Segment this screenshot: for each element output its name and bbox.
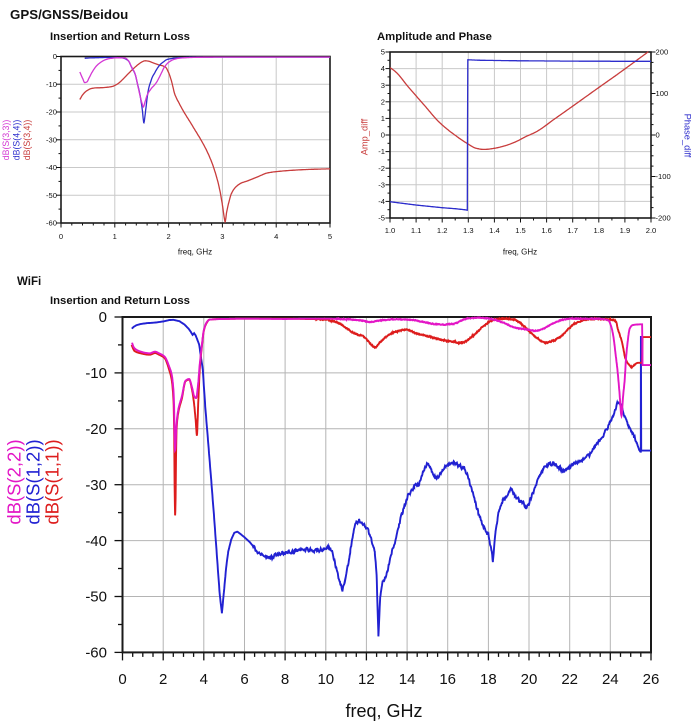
svg-text:20: 20 [521, 671, 538, 688]
svg-text:-60: -60 [46, 219, 57, 228]
svg-text:-20: -20 [46, 108, 57, 117]
svg-text:-30: -30 [85, 477, 107, 494]
svg-text:-4: -4 [378, 197, 385, 206]
svg-text:-20: -20 [85, 421, 107, 438]
svg-text:-1: -1 [378, 147, 385, 156]
svg-text:WiFi: WiFi [17, 276, 41, 288]
svg-text:3: 3 [220, 232, 224, 241]
svg-text:2.0: 2.0 [646, 226, 657, 235]
svg-text:4: 4 [381, 64, 385, 73]
svg-text:dB(S(3,4)): dB(S(3,4)) [22, 120, 32, 161]
svg-text:1.1: 1.1 [411, 226, 422, 235]
svg-text:24: 24 [602, 671, 619, 688]
svg-text:1.6: 1.6 [541, 226, 552, 235]
svg-text:-60: -60 [85, 645, 107, 662]
svg-text:Amplitude and Phase: Amplitude and Phase [377, 31, 492, 43]
svg-text:200: 200 [656, 48, 669, 57]
svg-text:10: 10 [317, 671, 334, 688]
svg-text:0: 0 [656, 131, 660, 140]
svg-text:dB(S(1,2)): dB(S(1,2)) [23, 439, 44, 524]
svg-text:-5: -5 [378, 214, 385, 223]
svg-text:1: 1 [113, 232, 117, 241]
svg-text:dB(S(3,3)): dB(S(3,3)) [1, 120, 11, 161]
svg-text:GPS/GNSS/Beidou: GPS/GNSS/Beidou [10, 7, 128, 22]
svg-text:1.4: 1.4 [489, 226, 500, 235]
svg-text:-50: -50 [46, 191, 57, 200]
svg-text:0: 0 [118, 671, 126, 688]
svg-text:-40: -40 [85, 533, 107, 550]
svg-text:-3: -3 [378, 180, 385, 189]
svg-text:16: 16 [439, 671, 456, 688]
svg-text:6: 6 [240, 671, 248, 688]
svg-text:5: 5 [381, 48, 385, 57]
svg-text:freq, GHz: freq, GHz [345, 701, 422, 721]
svg-text:dB(S(2,2)): dB(S(2,2)) [4, 439, 25, 524]
svg-text:1.8: 1.8 [594, 226, 605, 235]
svg-text:26: 26 [643, 671, 660, 688]
svg-text:dB(S(4,4)): dB(S(4,4)) [12, 120, 22, 161]
svg-text:1.0: 1.0 [385, 226, 396, 235]
svg-text:4: 4 [274, 232, 278, 241]
svg-text:-100: -100 [656, 172, 671, 181]
svg-text:2: 2 [159, 671, 167, 688]
svg-text:Insertion and Return Loss: Insertion and Return Loss [50, 295, 190, 307]
svg-text:4: 4 [200, 671, 208, 688]
svg-text:1: 1 [381, 114, 385, 123]
svg-text:-30: -30 [46, 135, 57, 144]
svg-text:-2: -2 [378, 164, 385, 173]
svg-text:0: 0 [381, 131, 385, 140]
svg-text:-50: -50 [85, 589, 107, 606]
svg-text:1.2: 1.2 [437, 226, 448, 235]
svg-text:-10: -10 [46, 80, 57, 89]
svg-text:12: 12 [358, 671, 375, 688]
svg-text:0: 0 [99, 309, 107, 326]
svg-text:100: 100 [656, 89, 669, 98]
svg-text:1.3: 1.3 [463, 226, 474, 235]
svg-text:-200: -200 [656, 214, 671, 223]
svg-text:Phase_diff: Phase_diff [683, 114, 693, 158]
svg-text:Insertion and Return Loss: Insertion and Return Loss [50, 31, 190, 43]
svg-text:22: 22 [561, 671, 578, 688]
svg-text:freq, GHz: freq, GHz [178, 248, 212, 257]
svg-text:0: 0 [53, 52, 57, 61]
svg-text:1.5: 1.5 [515, 226, 526, 235]
svg-text:1.7: 1.7 [567, 226, 578, 235]
svg-text:3: 3 [381, 81, 385, 90]
svg-text:14: 14 [399, 671, 416, 688]
svg-text:8: 8 [281, 671, 289, 688]
svg-text:1.9: 1.9 [620, 226, 631, 235]
svg-text:2: 2 [381, 97, 385, 106]
svg-text:2: 2 [166, 232, 170, 241]
svg-text:5: 5 [328, 232, 332, 241]
svg-text:Amp_diff: Amp_diff [360, 118, 370, 155]
svg-text:freq, GHz: freq, GHz [503, 248, 537, 257]
svg-text:0: 0 [59, 232, 63, 241]
svg-text:dB(S(1,1)): dB(S(1,1)) [42, 439, 63, 524]
svg-text:-40: -40 [46, 163, 57, 172]
svg-text:-10: -10 [85, 365, 107, 382]
svg-text:18: 18 [480, 671, 497, 688]
